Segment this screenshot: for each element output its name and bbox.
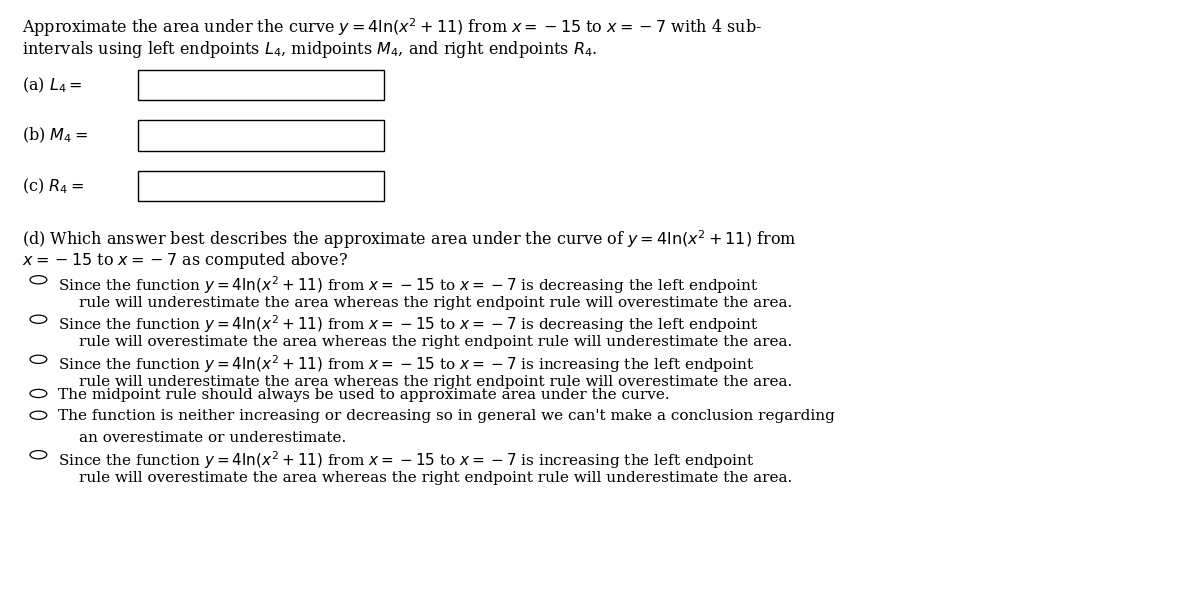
FancyBboxPatch shape (138, 120, 384, 151)
Text: an overestimate or underestimate.: an overestimate or underestimate. (79, 431, 347, 445)
Text: (c) $R_4 =$: (c) $R_4 =$ (22, 177, 84, 196)
Text: rule will overestimate the area whereas the right endpoint rule will underestima: rule will overestimate the area whereas … (79, 335, 792, 349)
Text: (a) $L_4 =$: (a) $L_4 =$ (22, 75, 82, 95)
Text: Since the function $y = 4\ln(x^2 + 11)$ from $x = -15$ to $x = -7$ is decreasing: Since the function $y = 4\ln(x^2 + 11)$ … (58, 313, 758, 335)
Text: The function is neither increasing or decreasing so in general we can't make a c: The function is neither increasing or de… (58, 409, 834, 423)
Text: Since the function $y = 4\ln(x^2 + 11)$ from $x = -15$ to $x = -7$ is increasing: Since the function $y = 4\ln(x^2 + 11)$ … (58, 353, 754, 375)
Text: intervals using left endpoints $L_4$, midpoints $M_4$, and right endpoints $R_4$: intervals using left endpoints $L_4$, mi… (22, 39, 598, 61)
FancyBboxPatch shape (138, 70, 384, 100)
Text: Since the function $y = 4\ln(x^2 + 11)$ from $x = -15$ to $x = -7$ is increasing: Since the function $y = 4\ln(x^2 + 11)$ … (58, 449, 754, 471)
Text: rule will underestimate the area whereas the right endpoint rule will overestima: rule will underestimate the area whereas… (79, 296, 792, 310)
Text: rule will underestimate the area whereas the right endpoint rule will overestima: rule will underestimate the area whereas… (79, 375, 792, 389)
Text: $x = -15$ to $x = -7$ as computed above?: $x = -15$ to $x = -7$ as computed above? (22, 250, 348, 272)
Text: (b) $M_4 =$: (b) $M_4 =$ (22, 126, 88, 145)
Text: rule will overestimate the area whereas the right endpoint rule will underestima: rule will overestimate the area whereas … (79, 471, 792, 485)
FancyBboxPatch shape (138, 171, 384, 201)
Text: Approximate the area under the curve $y = 4\ln(x^2 + 11)$ from $x = -15$ to $x =: Approximate the area under the curve $y … (22, 16, 762, 39)
Text: The midpoint rule should always be used to approximate area under the curve.: The midpoint rule should always be used … (58, 388, 670, 402)
Text: Since the function $y = 4\ln(x^2 + 11)$ from $x = -15$ to $x = -7$ is decreasing: Since the function $y = 4\ln(x^2 + 11)$ … (58, 274, 758, 296)
Text: (d) Which answer best describes the approximate area under the curve of $y = 4\l: (d) Which answer best describes the appr… (22, 228, 796, 251)
